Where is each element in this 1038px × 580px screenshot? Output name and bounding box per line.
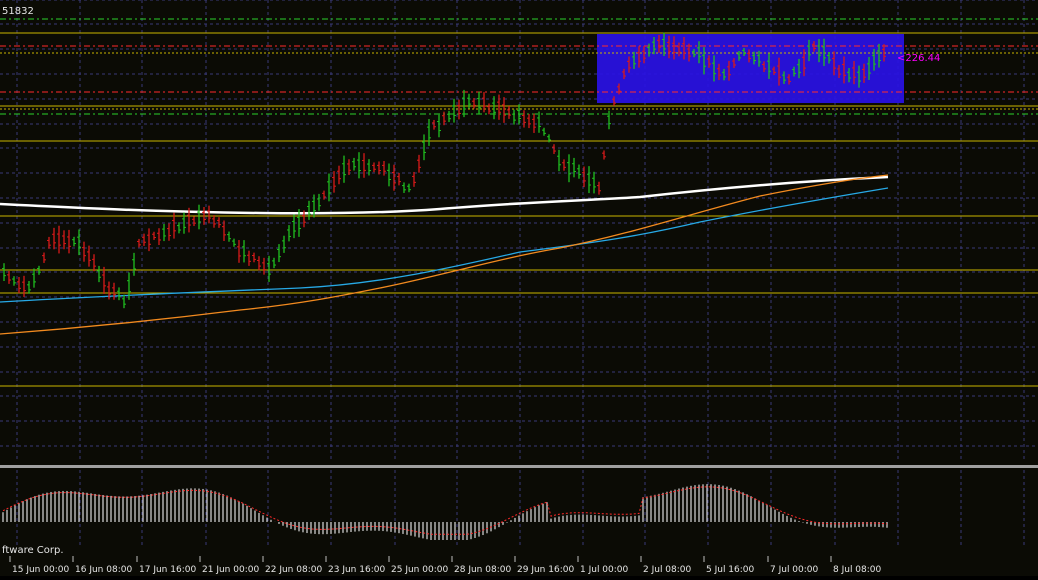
chart-title: 51832 xyxy=(2,6,34,17)
grid-lines xyxy=(0,0,1038,545)
price-bars xyxy=(2,32,886,309)
moving-average-white xyxy=(0,175,889,215)
x-axis-label: 8 Jul 08:00 xyxy=(833,565,882,575)
consolidation-rectangle[interactable] xyxy=(597,34,904,103)
x-axis-label: 23 Jun 16:00 xyxy=(328,565,385,575)
copyright-text: ftware Corp. xyxy=(2,545,64,556)
x-axis-label: 7 Jul 00:00 xyxy=(770,565,819,575)
x-axis-label: 17 Jun 16:00 xyxy=(139,565,196,575)
x-axis-label: 21 Jun 00:00 xyxy=(202,565,259,575)
x-axis-label: 15 Jun 00:00 xyxy=(12,565,69,575)
moving-averages xyxy=(0,174,889,335)
x-axis-label: 28 Jun 08:00 xyxy=(454,565,511,575)
x-axis: 15 Jun 00:00 16 Jun 08:00 17 Jun 16:00 21 J… xyxy=(9,556,882,575)
x-axis-label: 5 Jul 16:00 xyxy=(706,565,755,575)
oscillator-signal-line xyxy=(2,486,888,535)
x-axis-label: 16 Jun 08:00 xyxy=(75,565,132,575)
pane-separator[interactable] xyxy=(0,465,1038,468)
moving-average-blue xyxy=(0,187,889,303)
price-label-value: 226.44 xyxy=(905,53,940,64)
oscillator-pane xyxy=(2,484,888,540)
price-label: <226.44 xyxy=(897,53,940,64)
moving-average-orange xyxy=(0,174,889,335)
x-axis-label: 1 Jul 00:00 xyxy=(580,565,629,575)
x-axis-label: 29 Jun 16:00 xyxy=(517,565,574,575)
x-axis-label: 22 Jun 08:00 xyxy=(265,565,322,575)
x-axis-label: 2 Jul 08:00 xyxy=(643,565,692,575)
x-axis-label: 25 Jun 00:00 xyxy=(391,565,448,575)
